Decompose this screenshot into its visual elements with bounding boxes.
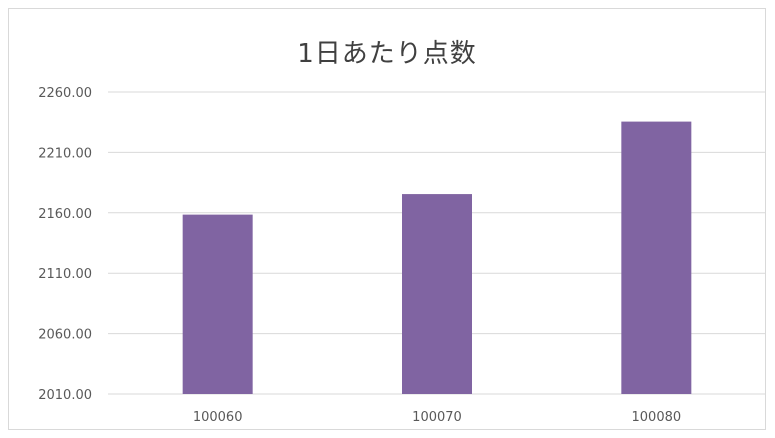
chart-title: 1日あたり点数 bbox=[297, 39, 477, 69]
bars bbox=[182, 121, 692, 394]
x-tick-label: 100060 bbox=[193, 410, 243, 425]
y-tick-label: 2110.00 bbox=[38, 267, 92, 282]
x-axis-tick-labels: 100060 100070 100080 bbox=[193, 410, 681, 425]
y-axis-tick-labels: 2260.00 2210.00 2160.00 2110.00 2060.00 2010.… bbox=[38, 86, 92, 403]
y-tick-label: 2210.00 bbox=[38, 146, 92, 161]
bar-100080 bbox=[621, 121, 692, 394]
y-tick-label: 2060.00 bbox=[38, 328, 92, 343]
x-tick-label: 100070 bbox=[412, 410, 462, 425]
x-tick-label: 100080 bbox=[632, 410, 682, 425]
bar-100070 bbox=[402, 194, 472, 394]
bar-100060 bbox=[182, 214, 253, 394]
y-tick-label: 2160.00 bbox=[38, 207, 92, 222]
y-tick-label: 2010.00 bbox=[38, 388, 92, 403]
y-tick-label: 2260.00 bbox=[38, 86, 92, 101]
